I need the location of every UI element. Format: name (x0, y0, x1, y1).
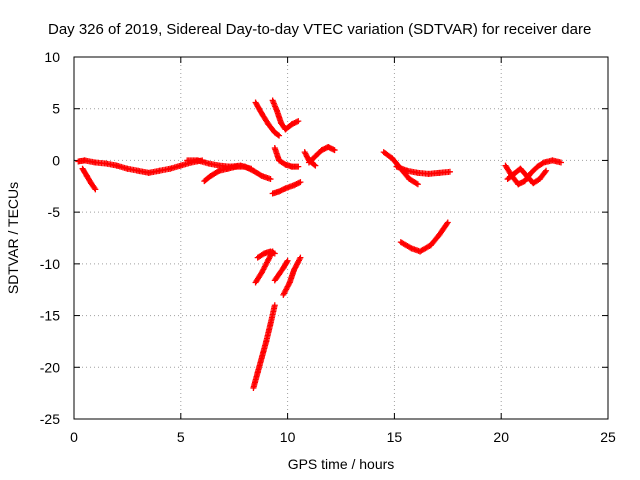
grid (74, 57, 608, 419)
data-point (443, 220, 450, 227)
data-point (276, 132, 283, 139)
data-points (75, 97, 565, 391)
data-point (539, 160, 546, 167)
series-arc-16 (271, 257, 291, 284)
data-point (444, 219, 451, 226)
ticks: 0 5 10 15 20 25 -25 -20 -15 -10 -5 0 5 10 (40, 49, 616, 445)
series-arc-10 (301, 149, 319, 169)
x-tick-label: 25 (600, 429, 616, 445)
data-point (284, 257, 291, 264)
data-point (331, 147, 338, 154)
y-axis-label: SDTVAR / TECUs (5, 182, 21, 294)
data-point (312, 162, 319, 169)
data-point (558, 159, 565, 166)
y-tick-label: -15 (40, 308, 60, 324)
x-tick-label: 5 (177, 429, 185, 445)
data-point (414, 181, 421, 188)
chart-title: Day 326 of 2019, Sidereal Day-to-day VTE… (48, 21, 591, 38)
y-tick-label: -10 (40, 256, 60, 272)
data-point (91, 185, 98, 192)
x-tick-label: 15 (387, 429, 403, 445)
data-point (446, 168, 453, 175)
data-point (274, 131, 281, 138)
data-point (92, 186, 99, 193)
series-arc-4 (201, 163, 274, 185)
x-tick-label: 0 (70, 429, 78, 445)
plot-frame (73, 56, 609, 420)
data-point (311, 161, 318, 168)
y-tick-label: -25 (40, 411, 60, 427)
series-arc-18 (250, 302, 278, 391)
series-arc-8 (269, 179, 304, 197)
y-tick-label: 0 (52, 152, 60, 168)
series-arc-17 (280, 254, 304, 298)
x-axis-label: GPS time / hours (288, 456, 395, 472)
series-arc-6 (269, 97, 302, 133)
y-tick-label: 5 (52, 101, 60, 117)
series-arc-13 (397, 219, 451, 255)
data-point (543, 167, 550, 174)
data-point (271, 250, 278, 257)
data-point (295, 163, 302, 170)
series-arc-12 (393, 163, 453, 177)
data-point (413, 180, 420, 187)
data-point (407, 244, 414, 251)
data-point (297, 179, 304, 186)
x-tick-label: 10 (280, 429, 296, 445)
y-tick-label: 10 (44, 49, 60, 65)
x-tick-label: 20 (493, 429, 509, 445)
series-arc-20 (504, 165, 550, 187)
data-point (271, 302, 278, 309)
series-arc-5 (252, 99, 283, 139)
y-tick-label: -20 (40, 359, 60, 375)
data-point (297, 254, 304, 261)
y-tick-label: -5 (48, 204, 61, 220)
data-point (267, 176, 274, 183)
data-point (295, 118, 302, 125)
series-arc-15 (254, 248, 278, 261)
series-arc-7 (271, 145, 302, 170)
data-point (283, 258, 290, 265)
series-arc-2 (79, 165, 99, 193)
data-point (542, 168, 549, 175)
